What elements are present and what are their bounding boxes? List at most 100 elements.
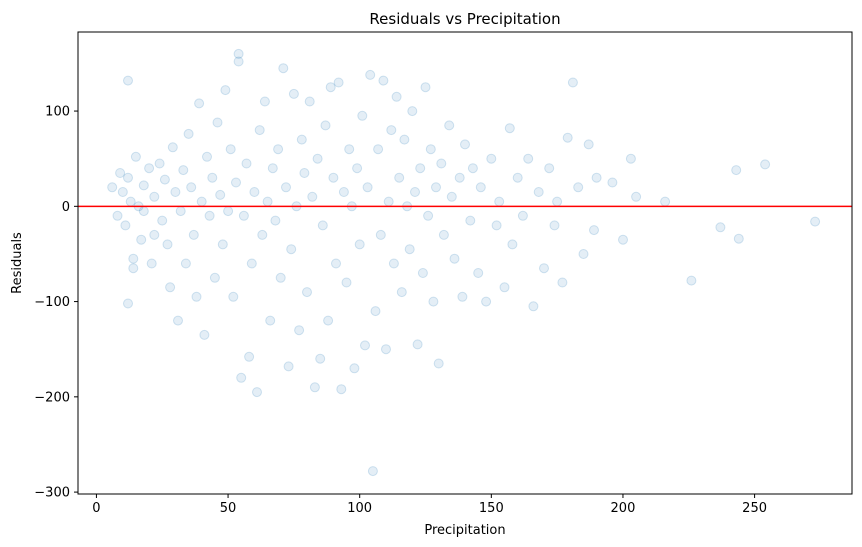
scatter-point <box>273 144 284 155</box>
scatter-point <box>420 82 431 93</box>
scatter-point <box>399 134 410 145</box>
scatter-point <box>265 315 276 326</box>
scatter-point <box>810 216 821 227</box>
scatter-point <box>128 253 139 264</box>
scatter-point <box>731 165 742 176</box>
scatter-point <box>115 168 126 178</box>
scatter-point <box>191 291 202 302</box>
scatter-point <box>552 196 563 207</box>
scatter-point <box>270 215 281 226</box>
scatter-point <box>117 187 128 197</box>
scatter-point <box>686 275 697 286</box>
scatter-point <box>357 110 368 121</box>
scatter-point <box>294 325 305 336</box>
scatter-point <box>344 144 355 155</box>
y-tick-label: 0 <box>62 200 70 215</box>
scatter-point <box>199 329 210 340</box>
scatter-point <box>512 172 523 183</box>
scatter-point <box>396 287 407 298</box>
scatter-point <box>130 151 141 162</box>
scatter-point <box>275 272 286 283</box>
scatter-point <box>246 258 257 269</box>
scatter-point <box>367 466 378 477</box>
y-axis: −300 −200 −100 0 100 <box>34 105 78 501</box>
scatter-point <box>128 263 139 274</box>
scatter-point <box>138 206 149 217</box>
scatter-point <box>473 268 484 278</box>
scatter-point <box>583 139 594 150</box>
scatter-point <box>589 225 599 236</box>
y-tick-label: −200 <box>34 390 70 405</box>
scatter-point <box>457 291 468 302</box>
scatter-point <box>183 128 194 139</box>
scatter-point <box>231 177 241 188</box>
scatter-point <box>259 96 270 107</box>
scatter-point <box>410 187 420 197</box>
plot-frame <box>77 31 853 495</box>
scatter-point <box>383 196 394 207</box>
scatter-point <box>194 98 205 109</box>
x-tick-label: 150 <box>479 501 504 516</box>
y-tick-label: −100 <box>34 295 70 310</box>
scatter-point <box>288 88 299 99</box>
scatter-point <box>349 363 360 374</box>
scatter-point <box>423 210 434 221</box>
y-tick-label: −300 <box>34 486 70 501</box>
scatter-point <box>236 372 247 383</box>
scatter-point <box>159 174 170 185</box>
scatter-point <box>381 344 391 355</box>
scatter-point <box>504 123 515 134</box>
scatter-point <box>567 77 578 88</box>
scatter-point <box>123 298 133 309</box>
scatter-point <box>467 163 478 174</box>
scatter-point <box>317 220 328 231</box>
scatter-point <box>549 220 560 231</box>
scatter-point <box>312 153 323 164</box>
scatter-point <box>573 182 584 193</box>
scatter-point <box>338 187 349 197</box>
scatter-point <box>431 182 441 193</box>
scatter-point <box>267 163 278 174</box>
scatter-point <box>618 234 628 245</box>
scatter-point <box>154 158 165 169</box>
scatter-point <box>320 120 331 131</box>
scatter-point <box>299 168 310 178</box>
scatter-point <box>591 172 602 183</box>
scatter-point <box>223 206 234 217</box>
scatter-point <box>544 163 555 174</box>
scatter-point <box>157 215 168 226</box>
scatter-point <box>352 163 363 174</box>
x-tick-label: 250 <box>742 501 767 516</box>
x-tick-label: 100 <box>347 501 372 516</box>
scatter-point <box>323 315 334 326</box>
scatter-point <box>212 117 223 128</box>
scatter-point <box>138 180 149 191</box>
x-axis: 0 50 100 150 200 250 <box>92 494 767 516</box>
scatter-point <box>517 210 528 221</box>
scatter-point <box>438 229 449 240</box>
scatter-point <box>238 210 249 221</box>
scatter-point <box>325 82 336 93</box>
scatter-point <box>196 196 207 207</box>
scatter-point <box>360 340 370 351</box>
scatter-point <box>170 187 181 197</box>
scatter-point <box>388 258 399 269</box>
scatter-point <box>328 172 339 183</box>
scatter-point <box>202 151 212 162</box>
scatter-point <box>460 139 470 150</box>
scatter-point <box>286 244 297 255</box>
scatter-point <box>233 48 244 59</box>
scatter-point <box>149 191 160 202</box>
scatter-point <box>144 163 155 174</box>
scatter-point <box>499 282 510 293</box>
scatter-point <box>188 229 199 240</box>
scatter-point <box>204 210 215 221</box>
scatter-point <box>378 75 389 86</box>
scatter-point <box>578 249 589 259</box>
scatter-point <box>660 196 671 207</box>
scatter-point <box>178 165 189 176</box>
scatter-point <box>486 153 497 164</box>
scatter-point <box>186 182 197 193</box>
scatter-point <box>283 361 294 372</box>
